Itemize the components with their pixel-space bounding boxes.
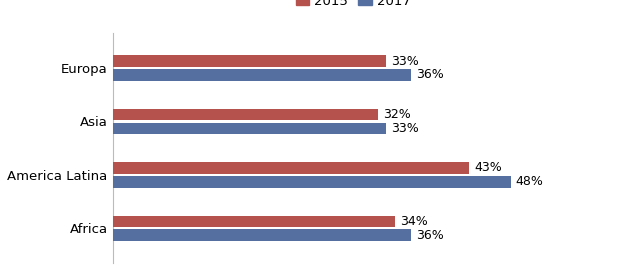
Text: 33%: 33% xyxy=(391,122,419,135)
Bar xyxy=(112,162,469,174)
Text: 43%: 43% xyxy=(474,161,502,175)
Text: 36%: 36% xyxy=(416,229,444,242)
Bar xyxy=(112,176,511,188)
Bar xyxy=(112,229,411,241)
Text: 36%: 36% xyxy=(416,68,444,81)
Text: 34%: 34% xyxy=(399,215,428,228)
Bar xyxy=(112,109,378,120)
Bar xyxy=(112,122,386,134)
Legend: 2015, 2017: 2015, 2017 xyxy=(290,0,416,13)
Bar xyxy=(112,216,394,227)
Bar xyxy=(112,55,386,67)
Bar xyxy=(112,69,411,81)
Text: 33%: 33% xyxy=(391,55,419,68)
Text: 32%: 32% xyxy=(383,108,411,121)
Text: 48%: 48% xyxy=(516,175,544,188)
